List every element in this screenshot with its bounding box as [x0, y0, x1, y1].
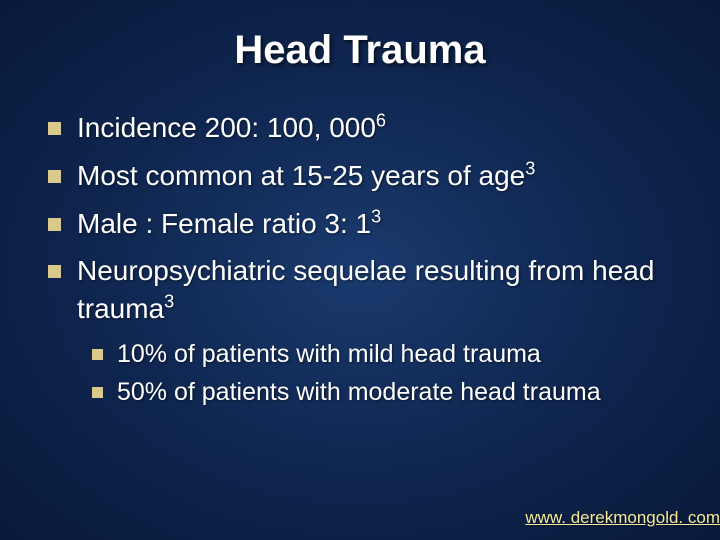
bullet-text: 10% of patients with mild head trauma	[117, 338, 541, 371]
list-item: Neuropsychiatric sequelae resulting from…	[48, 252, 680, 328]
slide-container: Head Trauma Incidence 200: 100, 0006 Mos…	[0, 0, 720, 540]
list-item: 50% of patients with moderate head traum…	[92, 376, 680, 409]
sub-bullet-list: 10% of patients with mild head trauma 50…	[40, 338, 680, 409]
bullet-icon	[92, 349, 103, 360]
bullet-text: Male : Female ratio 3: 13	[77, 205, 381, 243]
bullet-icon	[48, 170, 61, 183]
bullet-text: 50% of patients with moderate head traum…	[117, 376, 601, 409]
list-item: Incidence 200: 100, 0006	[48, 109, 680, 147]
bullet-icon	[48, 122, 61, 135]
bullet-icon	[48, 218, 61, 231]
footer-link[interactable]: www. derekmongold. com	[525, 508, 720, 528]
bullet-icon	[48, 265, 61, 278]
slide-title: Head Trauma	[40, 28, 680, 73]
main-bullet-list: Incidence 200: 100, 0006 Most common at …	[40, 109, 680, 328]
bullet-text: Incidence 200: 100, 0006	[77, 109, 386, 147]
bullet-icon	[92, 387, 103, 398]
bullet-text: Most common at 15-25 years of age3	[77, 157, 535, 195]
list-item: Male : Female ratio 3: 13	[48, 205, 680, 243]
list-item: Most common at 15-25 years of age3	[48, 157, 680, 195]
bullet-text: Neuropsychiatric sequelae resulting from…	[77, 252, 680, 328]
list-item: 10% of patients with mild head trauma	[92, 338, 680, 371]
